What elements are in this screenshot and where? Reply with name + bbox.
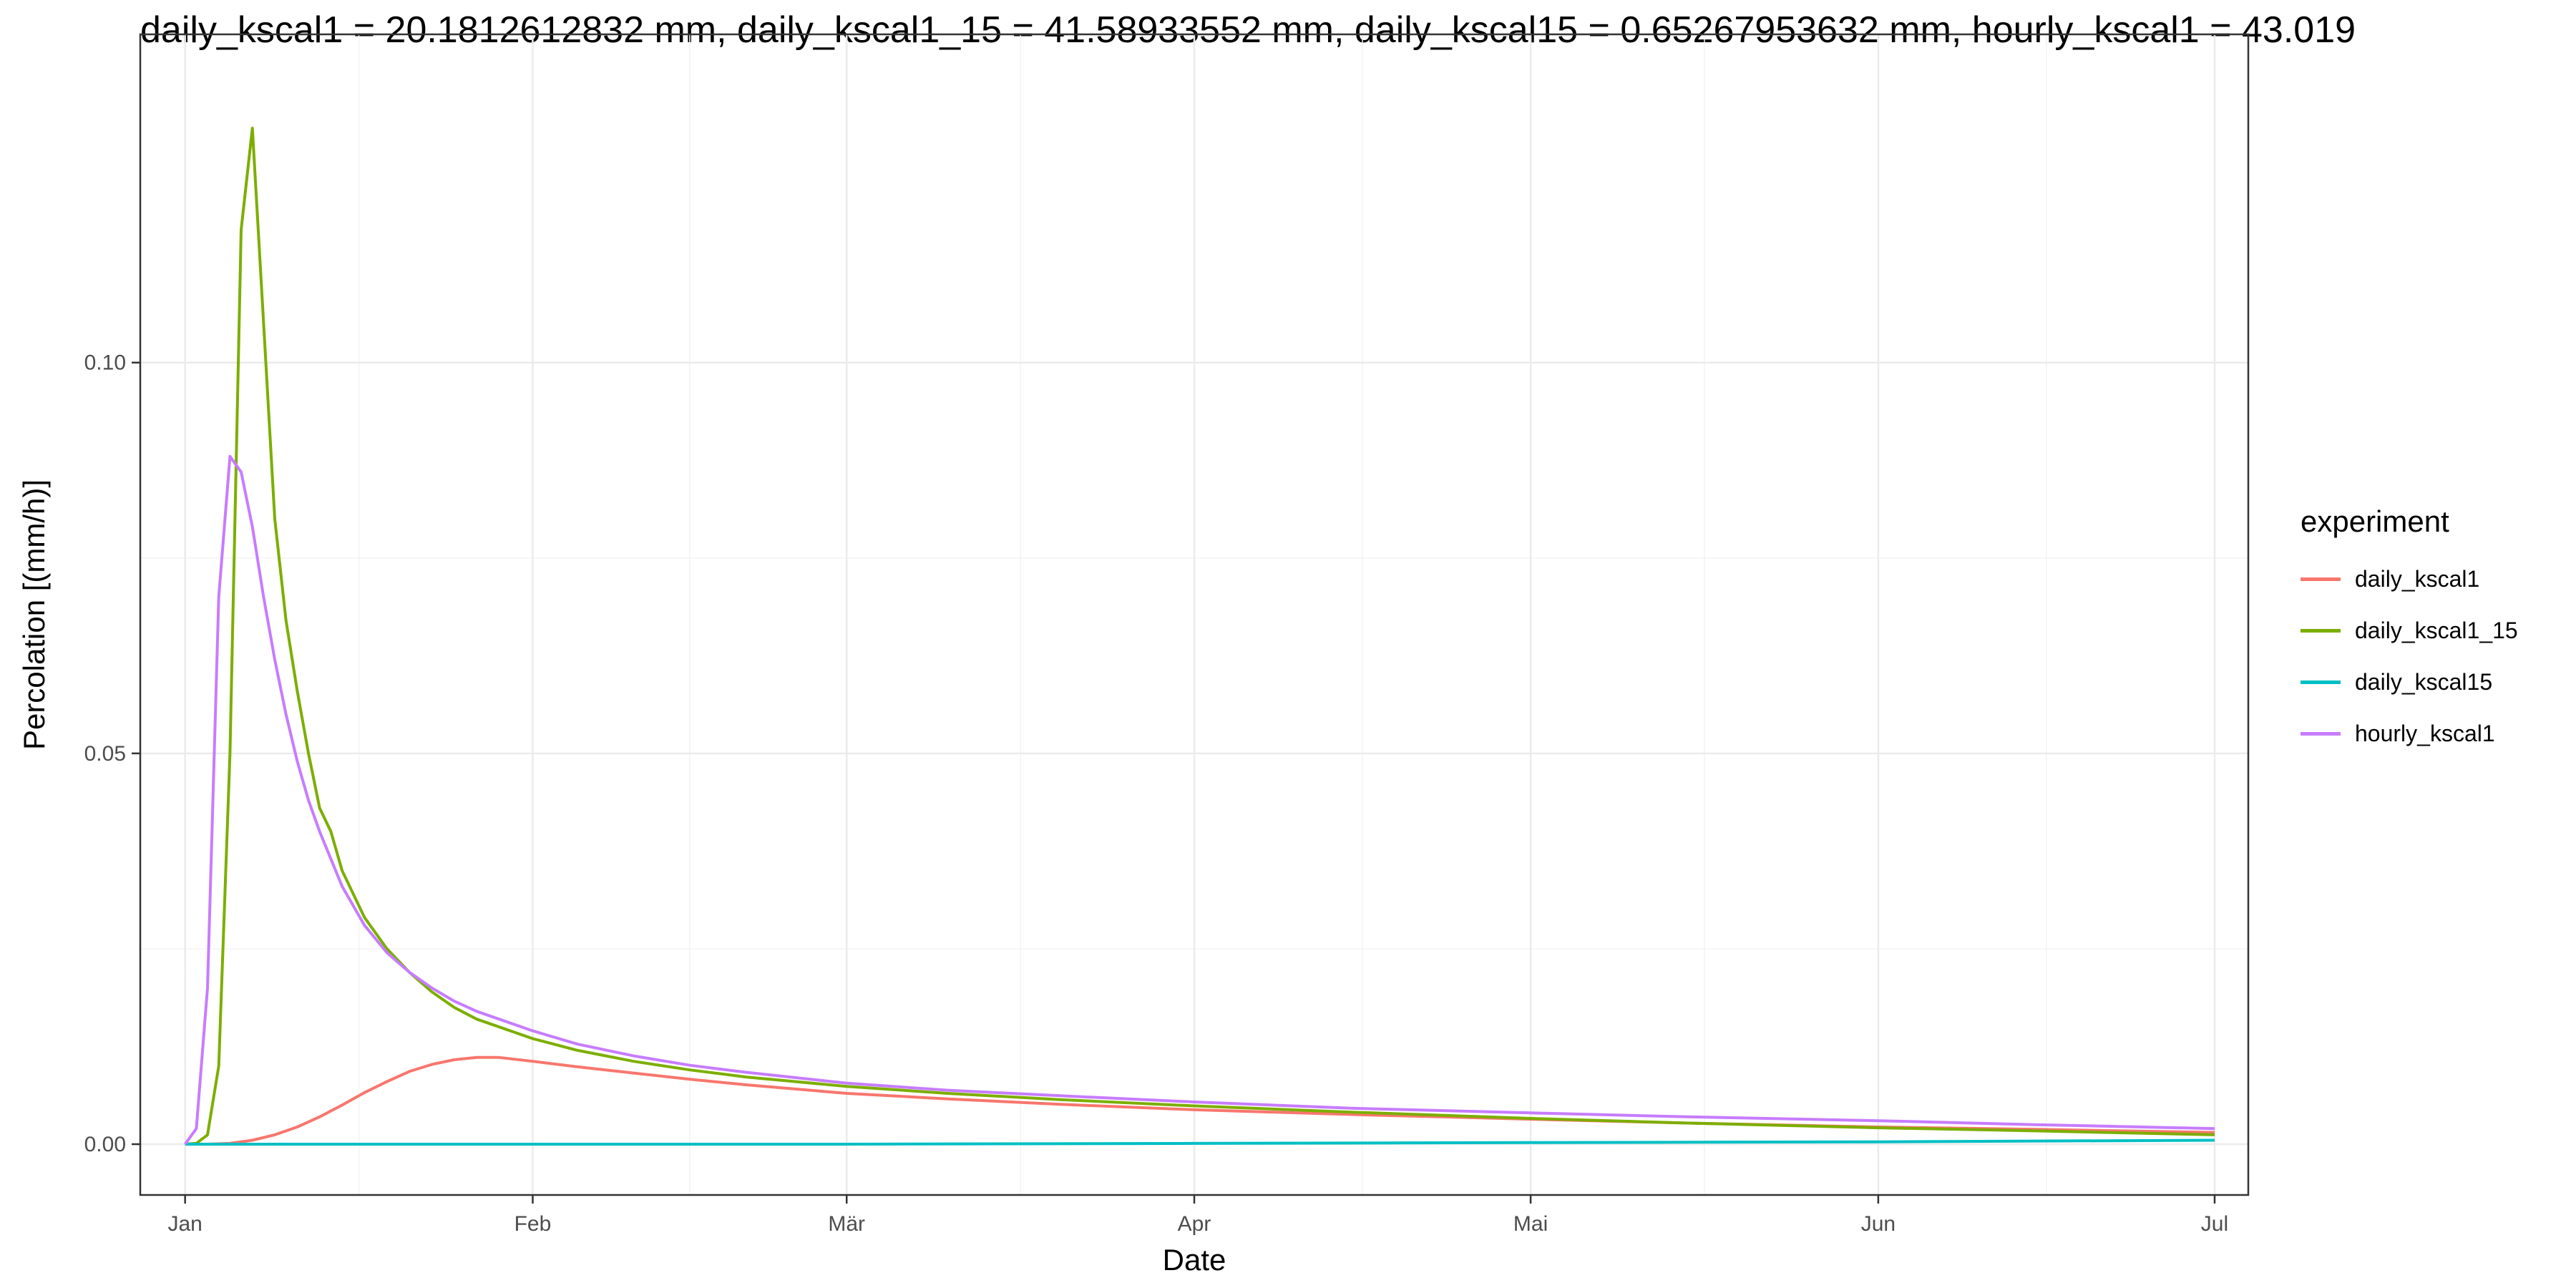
x-tick-label: Feb [514, 1212, 552, 1236]
series-line-daily-kscal1 [185, 1055, 2215, 1146]
legend-key [2301, 680, 2341, 684]
x-tick-label: Jul [2201, 1212, 2228, 1236]
series-line-daily-kscal1-15 [185, 127, 2215, 1146]
series-line-daily-kscal15 [185, 1138, 2215, 1146]
grid-minor [140, 34, 2248, 1195]
grid-major [140, 34, 2248, 1195]
series-layer [184, 127, 2215, 1146]
axis-ticks [132, 361, 2216, 1204]
chart-title: daily_kscal1 = 20.1812612832 mm, daily_k… [140, 9, 2356, 51]
legend-item: hourly_kscal1 [2301, 708, 2518, 759]
x-tick-label: Mär [828, 1212, 865, 1236]
legend-label: daily_kscal15 [2355, 668, 2493, 695]
y-tick-label: 0.05 [84, 742, 126, 766]
x-tick-label: Jan [167, 1212, 202, 1236]
x-axis-title: Date [1163, 1243, 1226, 1277]
legend-key [2301, 628, 2341, 633]
series-line-hourly-kscal1 [184, 454, 2215, 1146]
y-tick-label: 0.10 [84, 351, 126, 375]
legend-label: hourly_kscal1 [2355, 720, 2495, 746]
legend-key [2301, 731, 2341, 736]
x-tick-label: Jun [1861, 1212, 1896, 1236]
legend-title: experiment [2301, 504, 2449, 538]
legend-key [2301, 577, 2341, 581]
legend-items: daily_kscal1 daily_kscal1_15 daily_kscal15… [2301, 553, 2518, 759]
legend-item: daily_kscal1 [2301, 553, 2518, 605]
legend-item: daily_kscal15 [2301, 656, 2518, 708]
y-tick-labels: 0.00 0.05 0.10 [84, 351, 126, 1156]
legend-item: daily_kscal1_15 [2301, 605, 2518, 656]
x-tick-labels: Jan Feb Mär Apr Mai Jun Jul [167, 1212, 2228, 1236]
y-tick-label: 0.00 [84, 1133, 126, 1156]
legend-label: daily_kscal1_15 [2355, 617, 2518, 643]
x-tick-label: Apr [1178, 1212, 1211, 1236]
legend: experiment daily_kscal1 daily_kscal1_15 da… [2301, 504, 2518, 759]
x-tick-label: Mai [1513, 1212, 1548, 1236]
legend-label: daily_kscal1 [2355, 565, 2480, 592]
y-axis-title: Percolation [(mm/h)] [17, 479, 51, 750]
